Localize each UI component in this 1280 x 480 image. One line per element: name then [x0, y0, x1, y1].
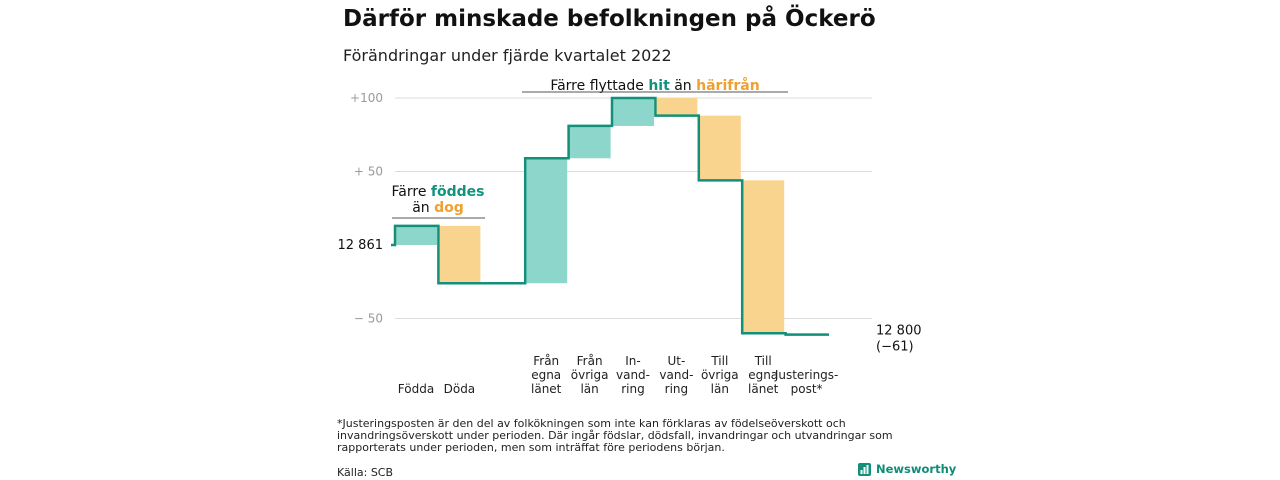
waterfall-bar	[655, 98, 698, 116]
category-label: egna	[531, 368, 561, 382]
annotation-segment: härifrån	[696, 77, 760, 94]
category-label: egna	[748, 368, 778, 382]
category-label: övriga	[571, 368, 609, 382]
category-label: vand-	[616, 368, 650, 382]
category-label: Döda	[444, 382, 476, 396]
end-value-label: 12 800	[876, 324, 922, 339]
y-tick-label: +100	[350, 91, 383, 105]
annotation-text: Färre flyttade hit än härifrån	[550, 77, 759, 94]
chart-title: Därför minskade befolkningen på Öckerö	[343, 6, 876, 32]
category-label: Från	[577, 354, 603, 368]
category-label: ring	[621, 382, 645, 396]
annotation-segment: dog	[434, 200, 464, 216]
category-label: ring	[665, 382, 689, 396]
baseline-value-label: 12 861	[338, 238, 384, 253]
source-label: Källa: SCB	[337, 466, 394, 479]
waterfall-bar	[395, 225, 437, 245]
y-tick-label: + 50	[354, 165, 383, 179]
category-label: Från	[533, 354, 559, 368]
y-tick-label: − 50	[354, 312, 383, 326]
category-label: övriga	[701, 368, 739, 382]
annotation-text: än dog	[412, 200, 464, 216]
category-label: Födda	[398, 382, 434, 396]
end-change-label: (−61)	[876, 340, 914, 355]
annotation-segment: än	[670, 78, 696, 94]
annotation-segment: Färre	[392, 184, 431, 200]
waterfall-bar	[742, 180, 785, 334]
category-label: vand-	[659, 368, 693, 382]
category-label: länet	[531, 382, 562, 396]
annotation-segment: Färre flyttade	[550, 78, 648, 94]
category-label: län	[580, 382, 598, 396]
category-label: post*	[791, 382, 823, 396]
waterfall-bar	[698, 115, 741, 181]
waterfall-bar	[568, 125, 611, 159]
newsworthy-logo-icon	[858, 462, 871, 476]
waterfall-bar	[525, 158, 568, 284]
category-label: län	[711, 382, 729, 396]
cumulative-line	[391, 96, 829, 336]
footnote: *Justeringsposten är den del av folkökni…	[337, 417, 893, 454]
annotation-segment: föddes	[431, 184, 485, 200]
annotation-segment: hit	[648, 78, 670, 94]
waterfall-bar	[438, 225, 481, 284]
category-label: Till	[710, 354, 728, 368]
annotation-segment: än	[412, 200, 434, 216]
chart-subtitle: Förändringar under fjärde kvartalet 2022	[343, 46, 672, 65]
annotation-text: Färre föddes	[392, 184, 485, 200]
waterfall-bar	[612, 98, 654, 126]
category-label: In-	[625, 354, 640, 368]
category-label: Ut-	[667, 354, 685, 368]
category-label: Till	[754, 354, 772, 368]
brand: Newsworthy	[858, 462, 956, 476]
category-label: Justerings-	[774, 368, 839, 382]
category-label: länet	[748, 382, 779, 396]
brand-name: Newsworthy	[876, 462, 957, 476]
